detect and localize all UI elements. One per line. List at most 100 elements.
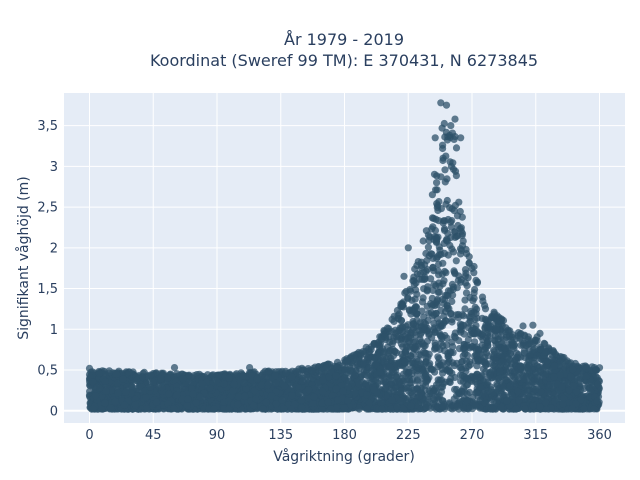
data-point xyxy=(556,353,564,361)
data-point xyxy=(112,370,121,378)
data-point xyxy=(458,213,466,221)
data-point xyxy=(447,404,455,412)
data-point xyxy=(448,297,456,306)
data-point xyxy=(499,316,508,325)
data-point xyxy=(450,135,458,143)
data-point xyxy=(430,319,438,327)
data-point xyxy=(470,294,478,302)
data-point xyxy=(462,374,471,382)
data-point xyxy=(428,191,436,199)
data-point xyxy=(350,351,358,359)
data-point xyxy=(458,321,466,329)
data-point xyxy=(556,371,564,379)
data-point xyxy=(188,385,196,393)
data-point xyxy=(460,330,468,338)
data-point xyxy=(401,348,409,356)
data-point xyxy=(466,344,474,352)
data-point xyxy=(434,267,442,275)
data-point xyxy=(355,380,363,388)
data-point xyxy=(471,285,479,294)
data-point xyxy=(365,364,373,372)
data-point xyxy=(492,325,500,333)
data-point xyxy=(265,367,273,375)
data-point xyxy=(572,388,581,396)
data-point xyxy=(416,319,424,327)
data-point xyxy=(587,387,595,395)
data-point xyxy=(411,343,419,351)
data-point xyxy=(242,384,250,392)
data-point xyxy=(492,357,500,365)
data-point xyxy=(393,306,401,315)
data-point xyxy=(215,371,223,379)
data-point xyxy=(445,358,453,366)
data-point xyxy=(318,399,326,407)
data-point xyxy=(363,391,371,399)
data-point xyxy=(105,369,113,377)
data-point xyxy=(441,166,449,174)
data-point xyxy=(429,263,437,271)
data-point xyxy=(450,248,458,256)
data-point xyxy=(434,206,442,215)
data-point xyxy=(489,405,497,413)
data-point xyxy=(424,353,432,361)
data-point xyxy=(443,136,452,144)
data-point xyxy=(517,362,525,370)
data-point xyxy=(441,307,450,316)
data-point xyxy=(355,404,363,412)
data-point xyxy=(531,385,540,394)
data-point xyxy=(409,350,417,358)
data-point xyxy=(440,300,448,308)
data-point xyxy=(89,405,97,413)
data-point xyxy=(433,236,441,244)
data-point xyxy=(437,173,445,181)
data-point xyxy=(430,170,439,178)
data-point xyxy=(441,178,449,186)
data-point xyxy=(496,350,504,359)
data-point xyxy=(367,343,375,351)
data-point xyxy=(418,367,427,375)
data-point xyxy=(423,302,431,310)
data-point xyxy=(402,342,410,350)
data-point xyxy=(343,357,351,365)
data-point xyxy=(520,349,528,357)
data-point xyxy=(425,252,433,260)
data-point xyxy=(462,289,471,297)
data-point xyxy=(502,376,510,384)
data-point xyxy=(454,221,462,230)
data-point xyxy=(386,363,394,371)
data-point xyxy=(593,397,601,405)
data-point xyxy=(328,392,336,400)
data-point xyxy=(451,201,459,209)
data-point xyxy=(515,396,523,404)
data-point xyxy=(377,335,386,344)
data-point xyxy=(482,316,490,324)
data-point xyxy=(550,373,558,381)
data-point xyxy=(127,389,135,397)
data-point xyxy=(429,286,437,294)
data-point xyxy=(409,366,417,374)
data-point xyxy=(295,389,303,397)
data-point xyxy=(427,365,435,373)
data-point xyxy=(500,336,508,344)
data-point xyxy=(428,334,436,342)
data-point xyxy=(397,387,405,395)
data-point xyxy=(487,323,495,331)
data-point xyxy=(417,261,425,270)
data-point xyxy=(490,351,498,359)
data-point xyxy=(412,331,420,339)
data-point xyxy=(437,361,445,369)
data-point xyxy=(526,339,534,348)
data-point xyxy=(271,372,279,380)
data-point xyxy=(388,396,396,404)
data-point xyxy=(449,165,458,173)
data-point xyxy=(497,403,505,411)
data-point xyxy=(525,361,534,369)
data-point xyxy=(465,313,473,321)
data-point xyxy=(138,373,146,382)
data-point xyxy=(481,301,489,309)
data-point xyxy=(241,392,249,400)
data-point xyxy=(415,392,423,400)
data-point xyxy=(449,159,457,167)
data-point xyxy=(304,394,312,402)
